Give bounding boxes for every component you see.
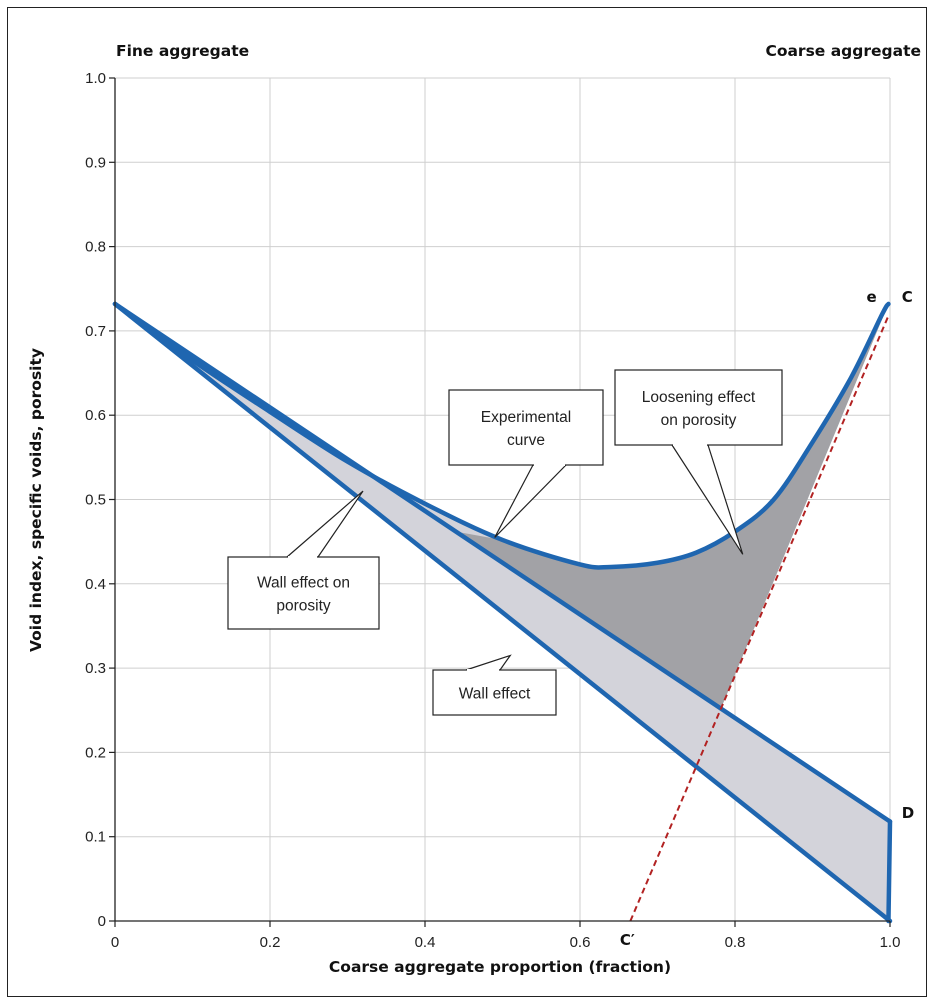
wall-effect-line	[112, 301, 893, 924]
y-tick-label: 0.4	[85, 576, 106, 593]
x-tick-label: 0.2	[260, 934, 281, 951]
callout-box	[227, 556, 380, 630]
point-label: C′	[620, 931, 635, 949]
y-tick-label: 0.5	[85, 492, 106, 509]
callout-text: Wall effect	[459, 686, 531, 703]
x-tick-label: 1.0	[880, 934, 901, 951]
y-tick-label: 0.8	[85, 239, 106, 256]
y-tick-label: 1.0	[85, 70, 106, 87]
point-label: C	[902, 288, 913, 306]
y-tick-label: 0.1	[85, 829, 106, 846]
x-tick-label: 0	[111, 934, 119, 951]
y-tick-label: 0.6	[85, 407, 106, 424]
callout-wall-effect: Wall effect	[432, 654, 557, 716]
callout-box	[448, 389, 604, 466]
callout-pointer	[285, 490, 364, 558]
upper-line	[112, 301, 893, 824]
callout-box	[614, 369, 783, 446]
callouts: Wall effect on porosity Experimental curve L…	[227, 369, 783, 716]
fine-aggregate-label: Fine aggregate	[116, 42, 249, 60]
callout-text: porosity	[276, 598, 331, 615]
callout-loosening: Loosening effect on porosity	[614, 369, 783, 555]
experimental-curve-line	[112, 301, 891, 570]
point-label: e	[867, 288, 877, 306]
y-tick-label: 0.9	[85, 154, 106, 171]
callout-text: Loosening effect	[642, 389, 756, 406]
point-label: D	[902, 804, 914, 822]
vertical-D	[886, 819, 893, 924]
y-tick-label: 0.7	[85, 323, 106, 340]
x-axis-title: Coarse aggregate proportion (fraction)	[329, 958, 671, 976]
callout-experimental-curve: Experimental curve	[448, 389, 604, 538]
y-axis-title: Void index, specific voids, porosity	[27, 348, 45, 652]
y-tick-label: 0.2	[85, 744, 106, 761]
callout-text: on porosity	[661, 412, 737, 429]
coarse-aggregate-label: Coarse aggregate	[765, 42, 921, 60]
x-tick-label: 0.8	[725, 934, 746, 951]
loosening-effect-region	[456, 303, 889, 709]
callout-text: curve	[507, 432, 545, 449]
callout-pointer	[494, 464, 568, 538]
x-tick-label: 0.4	[415, 934, 436, 951]
callout-wall-effect-porosity: Wall effect on porosity	[227, 490, 380, 630]
y-tick-label: 0	[98, 913, 106, 930]
y-tick-label: 0.3	[85, 660, 106, 677]
callout-text: Experimental	[481, 409, 571, 426]
axes: 0 0.1 0.2 0.3 0.4 0.5 0.6 0.7 0.8 0.9 1.0 0 0.2 0.4 0.…	[85, 70, 914, 951]
series-lines	[112, 301, 893, 924]
x-tick-label: 0.6	[570, 934, 591, 951]
callout-text: Wall effect on	[257, 575, 350, 592]
